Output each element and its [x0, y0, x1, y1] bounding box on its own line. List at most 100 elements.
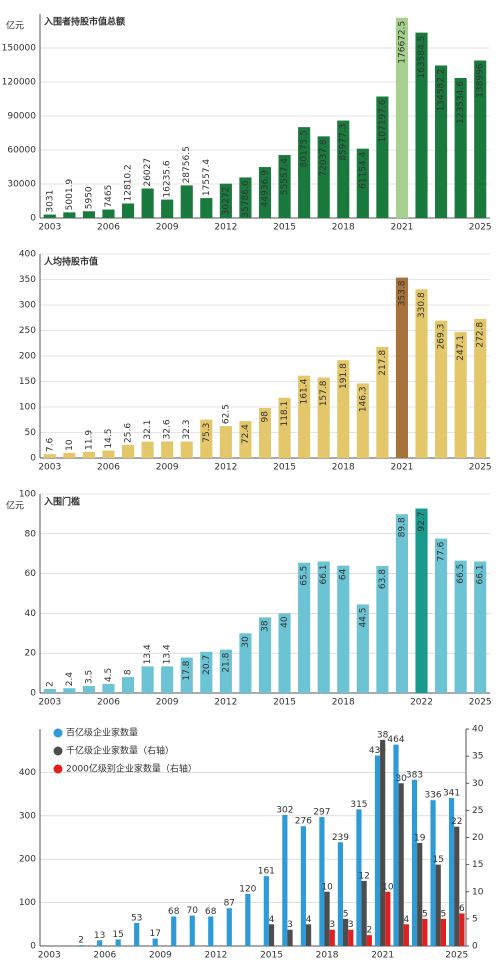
y-unit: 亿元: [6, 500, 24, 512]
value-label: 4: [403, 915, 409, 925]
value-label: 5: [343, 909, 349, 919]
bar: [474, 318, 487, 458]
value-label: 13.4: [163, 644, 173, 664]
value-label: 217.8: [378, 350, 388, 376]
value-label: 68: [168, 907, 180, 917]
bar: [411, 779, 418, 946]
x-tick-label: 2022: [410, 698, 433, 708]
x-tick-label: 2012: [214, 223, 237, 233]
bar: [102, 684, 115, 693]
value-label: 85977.3: [339, 124, 349, 161]
value-label: 17557.4: [202, 159, 212, 196]
x-tick-label: 2018: [316, 951, 339, 961]
value-label: 53: [131, 913, 142, 923]
value-label: 297: [313, 808, 330, 818]
value-label: 464: [387, 735, 404, 745]
y-tick-label: 200: [19, 352, 36, 362]
y-tick-label: 150000: [2, 44, 37, 54]
bar: [440, 918, 446, 946]
bar: [324, 891, 330, 946]
value-label: 157.8: [319, 380, 329, 406]
value-label: 70: [187, 906, 199, 916]
y2-tick-label: 15: [472, 860, 483, 870]
y2-tick-label: 0: [472, 942, 478, 952]
value-label: 7465: [104, 185, 114, 208]
value-label: 13: [94, 931, 105, 941]
x-tick-label: 2018: [332, 223, 355, 233]
value-label: 64: [339, 568, 349, 580]
value-label: 4: [269, 915, 275, 925]
bar: [348, 929, 354, 946]
x-tick-label: 2003: [38, 698, 61, 708]
x-tick-label: 2021: [371, 951, 394, 961]
bar: [161, 441, 174, 458]
bar: [43, 454, 56, 458]
value-label: 176672.5: [397, 21, 407, 64]
x-tick-label: 2018: [332, 463, 355, 473]
value-label: 11.9: [84, 430, 94, 450]
y-tick-label: 400: [19, 768, 36, 778]
value-label: 87: [224, 899, 235, 909]
value-label: 341: [443, 789, 460, 799]
value-label: 65.5: [300, 566, 310, 586]
bar: [239, 633, 252, 693]
x-tick-label: 2009: [156, 463, 179, 473]
value-label: 161.4: [300, 378, 310, 404]
bar: [141, 666, 154, 693]
y2-tick-label: 5: [472, 914, 478, 924]
bar: [282, 814, 288, 946]
value-label: 98: [261, 411, 271, 423]
chart-title: 入围门槛: [43, 496, 80, 508]
value-label: 269.3: [437, 324, 447, 350]
bar: [356, 383, 369, 458]
bar: [189, 915, 195, 946]
bar: [78, 945, 84, 946]
legend-label: 千亿级企业家数量（右轴）: [66, 745, 174, 757]
legend-label: 百亿级企业家数量: [66, 727, 138, 739]
bar: [356, 148, 369, 218]
bar: [374, 755, 381, 946]
y-tick-label: 50: [25, 428, 37, 438]
value-label: 35786.6: [241, 180, 251, 217]
bar: [171, 916, 177, 946]
bar: [385, 891, 391, 946]
value-label: 120: [239, 884, 256, 894]
bar: [97, 940, 103, 946]
y-tick-label: 300: [19, 811, 36, 821]
bar: [200, 419, 213, 458]
bar: [161, 666, 174, 693]
y-tick-label: 80: [25, 529, 37, 539]
bar: [415, 32, 428, 218]
value-label: 2: [78, 936, 84, 946]
value-label: 5001.9: [65, 179, 75, 211]
value-label: 30: [395, 774, 407, 784]
value-label: 66.1: [319, 564, 329, 584]
value-label: 5: [441, 909, 447, 919]
x-tick-label: 2003: [38, 951, 61, 961]
value-label: 276: [295, 817, 312, 827]
x-tick-label: 2009: [156, 223, 179, 233]
bar: [395, 514, 409, 693]
value-label: 21.8: [221, 652, 231, 672]
bar: [435, 864, 441, 946]
value-label: 30: [241, 636, 251, 648]
value-label: 163584.5: [417, 36, 427, 79]
value-label: 28756.5: [182, 146, 192, 183]
bar: [268, 924, 275, 946]
y-tick-label: 400: [19, 250, 36, 260]
value-label: 336: [424, 791, 441, 801]
bar: [403, 924, 409, 946]
bar: [43, 214, 56, 218]
x-tick-label: 2025: [469, 463, 492, 473]
value-label: 2: [45, 681, 55, 687]
bar: [435, 65, 448, 218]
value-label: 302: [276, 805, 293, 815]
chart-title: 入围者持股市值总额: [43, 16, 125, 28]
bar: [398, 783, 404, 946]
value-label: 32.3: [182, 419, 192, 439]
y2-tick-label: 25: [472, 806, 483, 816]
value-label: 330.8: [417, 292, 427, 318]
value-label: 191.8: [339, 363, 349, 389]
value-label: 77.6: [437, 541, 447, 561]
